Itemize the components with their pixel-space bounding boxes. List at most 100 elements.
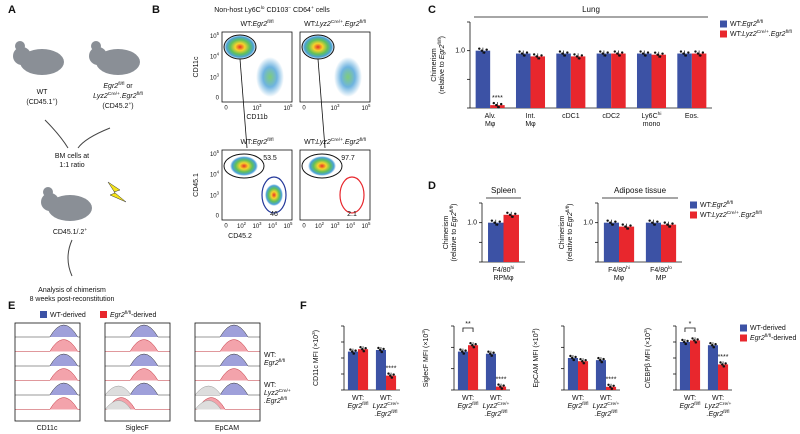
text-part: fl/fl — [501, 409, 507, 415]
point — [696, 52, 700, 55]
chart-title: Adipose tissue — [614, 186, 667, 195]
point — [671, 222, 674, 225]
gate-value: 53.5 — [263, 155, 277, 162]
text-part: Cre/+ — [727, 210, 739, 216]
legend-label: WT:Egr2fl/fl — [730, 19, 763, 28]
point — [540, 54, 543, 57]
label: WT — [37, 89, 49, 96]
label: BM cells at — [55, 153, 89, 160]
text-part: 5 — [368, 103, 371, 108]
legend-label: WT:Egr2fl/fl — [700, 200, 733, 209]
point — [681, 338, 684, 342]
point — [488, 352, 492, 355]
text-part: fl/fl — [449, 206, 455, 212]
point — [607, 383, 610, 386]
row-label: WT: Lyz2Cre/+ .Egr2fl/fl — [264, 382, 291, 405]
point — [614, 220, 617, 223]
point — [532, 53, 536, 56]
legend-swatch — [690, 211, 697, 219]
point — [691, 337, 694, 340]
point — [609, 385, 612, 388]
text-part: -derived — [771, 335, 796, 342]
significance: **** — [496, 376, 507, 383]
row-label: WT: Egr2fl/fl — [264, 352, 285, 367]
text-part: EpCAM MFI (×10 — [533, 333, 540, 387]
y-axis-label: Chimerism(relative to Egr2fl/fl) — [443, 203, 458, 261]
y-axis-label: EpCAM MFI (×103) — [531, 328, 540, 387]
text-part: ) — [55, 99, 57, 106]
x-tick-label: WT: Egr2fl/fl — [457, 395, 478, 410]
significance: **** — [386, 365, 397, 372]
point — [651, 221, 654, 224]
point — [572, 358, 576, 362]
point — [485, 48, 488, 51]
y-tick-label: 1.0 — [583, 220, 593, 227]
point — [492, 101, 495, 105]
point — [349, 348, 352, 351]
text-part: 5 — [290, 103, 293, 108]
x-tick-label: F4/80hi Mφ — [608, 265, 630, 282]
point — [661, 52, 664, 55]
point — [613, 50, 616, 53]
text-part: .Egr2 — [343, 21, 360, 28]
point — [624, 225, 627, 228]
text-part: fl/fl — [125, 310, 131, 316]
text-part: + — [128, 102, 131, 107]
text-part: 10 — [330, 224, 337, 230]
axis-label: CD11b — [246, 114, 267, 121]
text-part: .Egr2 — [595, 411, 612, 418]
label: WT:Egr2fl/fl — [240, 137, 273, 146]
text-part: 10 — [361, 106, 368, 112]
bar — [468, 345, 479, 390]
histogram — [195, 368, 260, 381]
text-part: 10 — [210, 75, 217, 81]
text-part: Mφ — [485, 121, 496, 128]
text-part: WT: — [730, 21, 742, 28]
panel-letter: D — [428, 180, 436, 192]
y-axis-label: C/EBPβ MFI (×103) — [643, 328, 652, 388]
text-part: 5 — [290, 221, 293, 226]
text-part: 5 — [217, 149, 220, 154]
text-part: ) — [439, 36, 446, 38]
text-part: 5 — [217, 31, 220, 36]
bar — [567, 358, 578, 390]
point — [601, 52, 604, 55]
point — [469, 342, 472, 345]
histogram — [105, 339, 170, 352]
text-part: fl/fl — [723, 409, 729, 415]
text-part: 3 — [217, 190, 220, 195]
gate — [301, 153, 343, 179]
legend-label: WT-derived — [750, 325, 786, 332]
point — [364, 347, 367, 350]
text-part: Int. — [526, 113, 536, 120]
text-part: Egr2 — [451, 212, 458, 227]
gate — [261, 176, 287, 214]
text-part: WT: — [600, 395, 612, 402]
legend-swatch — [720, 30, 727, 38]
text-part: CD11c MFI (×10 — [313, 335, 320, 386]
text-part: Egr2 — [742, 21, 757, 28]
point — [490, 219, 494, 222]
point — [710, 344, 714, 347]
label: WT:Lyz2Cre/+.Egr2fl/fl — [304, 19, 366, 28]
point — [687, 51, 690, 54]
text-part: mono — [643, 121, 661, 128]
text-part: .Egr2 — [343, 139, 360, 146]
point — [382, 347, 385, 351]
text-part: 4 — [217, 51, 220, 56]
text-part: Ly6C — [642, 113, 658, 120]
x-tick-label: Int. Mφ — [525, 113, 536, 128]
text-part: fl/fl — [118, 81, 124, 87]
point — [520, 52, 524, 55]
chart-title: Spleen — [491, 186, 516, 195]
tick-label: 102 — [315, 221, 325, 230]
point — [646, 51, 650, 54]
point — [569, 354, 572, 358]
bar — [475, 50, 491, 108]
text-part: Egr2 — [750, 335, 765, 342]
text-part: WT: — [684, 395, 696, 402]
point — [514, 212, 517, 215]
tick-label: 105 — [283, 103, 293, 112]
text-part: fl/fl — [565, 206, 571, 212]
arrow — [317, 58, 326, 149]
